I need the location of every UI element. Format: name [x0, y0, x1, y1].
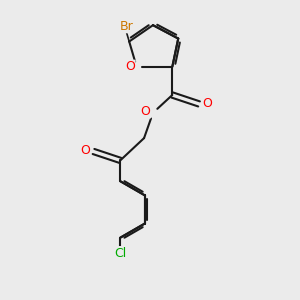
Text: Cl: Cl [114, 247, 126, 260]
Text: O: O [141, 105, 151, 118]
Text: Br: Br [119, 20, 133, 33]
Text: O: O [125, 60, 135, 73]
Text: O: O [80, 143, 90, 157]
Text: O: O [202, 98, 212, 110]
